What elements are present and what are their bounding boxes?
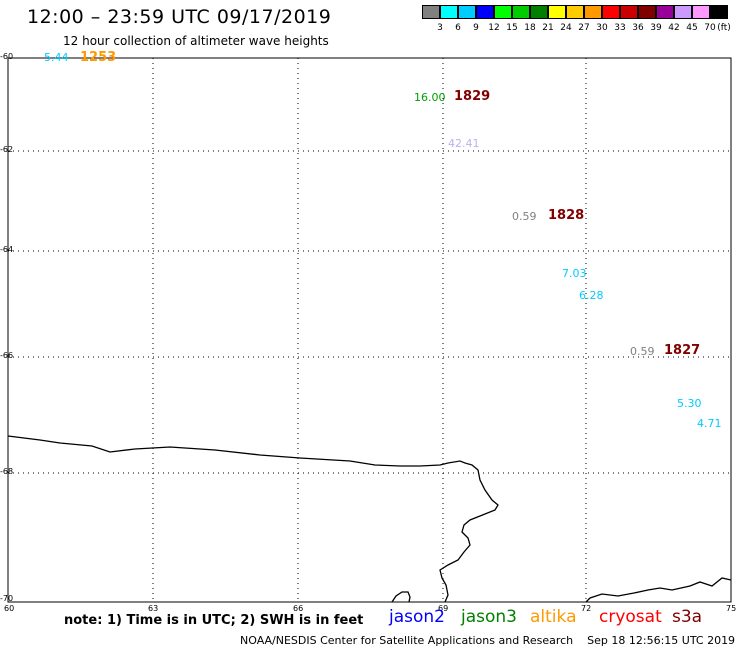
legend-unit-label: (ft) — [717, 23, 731, 33]
satellite-key-s3a: s3a — [672, 607, 703, 627]
legend-swatch — [584, 5, 602, 19]
legend-tick-label: 18 — [524, 23, 536, 33]
lat-label: -66 — [0, 351, 14, 360]
lat-label: -70 — [0, 594, 14, 603]
lon-label: 60 — [4, 604, 15, 613]
swh-value: 5.30 — [677, 397, 702, 410]
legend-swatch — [494, 5, 512, 19]
lon-label: 72 — [581, 604, 592, 613]
swh-value: 16.00 — [414, 91, 446, 104]
legend-tick-label: 42 — [668, 23, 680, 33]
legend-tick-label: 21 — [542, 23, 554, 33]
satellite-key-jason3: jason3 — [461, 607, 517, 627]
legend-swatch — [620, 5, 638, 19]
coastline-bay — [391, 591, 411, 603]
lon-label: 75 — [726, 604, 737, 613]
generation-timestamp: Sep 18 12:56:15 UTC 2019 — [587, 634, 736, 647]
legend-swatch — [548, 5, 566, 19]
legend-tick-label: 9 — [473, 23, 479, 33]
legend-swatch — [422, 5, 440, 19]
lon-label: 69 — [438, 604, 449, 613]
legend-tick-label: 30 — [596, 23, 608, 33]
legend-swatch — [674, 5, 692, 19]
legend-swatch — [530, 5, 548, 19]
legend-tick-label: 70 — [704, 23, 716, 33]
legend-tick-label: 36 — [632, 23, 644, 33]
pass-time: 1828 — [548, 208, 585, 223]
satellite-key-cryosat: cryosat — [599, 607, 662, 627]
legend-swatch — [476, 5, 494, 19]
map-subtitle: 12 hour collection of altimeter wave hei… — [63, 34, 329, 48]
legend-tick-label: 27 — [578, 23, 590, 33]
lat-label: -64 — [0, 245, 14, 254]
legend-swatch — [566, 5, 584, 19]
legend-swatch — [458, 5, 476, 19]
swh-value: 42.41 — [448, 137, 480, 150]
legend-tick-label: 45 — [686, 23, 698, 33]
legend-tick-label: 6 — [455, 23, 461, 33]
legend-tick-label: 3 — [437, 23, 443, 33]
satellite-key-altika: altika — [530, 607, 577, 627]
agency-credit: NOAA/NESDIS Center for Satellite Applica… — [240, 634, 574, 647]
swh-value: 7.03 — [562, 267, 587, 280]
lat-label: -60 — [0, 52, 14, 61]
legend-swatch — [602, 5, 620, 19]
swh-value: 6.28 — [579, 289, 604, 302]
pass-time: 1827 — [664, 343, 701, 358]
lat-label: -68 — [0, 467, 14, 476]
credit-footer: NOAA/NESDIS Center for Satellite Applica… — [240, 634, 735, 647]
legend-tick-label: 15 — [506, 23, 518, 33]
pass-time: 1253 — [80, 50, 117, 65]
coastline-east — [585, 577, 732, 603]
coastline — [7, 435, 499, 603]
legend-swatch — [692, 5, 710, 19]
pass-time: 1829 — [454, 89, 491, 104]
lat-label: -62 — [0, 145, 14, 154]
swh-value: 5.44 — [44, 51, 69, 64]
swh-value: 4.71 — [697, 417, 722, 430]
lon-label: 66 — [293, 604, 304, 613]
satellite-key-jason2: jason2 — [389, 607, 445, 627]
legend-swatch — [710, 5, 728, 19]
swh-value: 0.59 — [512, 210, 537, 223]
legend-swatch — [512, 5, 530, 19]
lon-label: 63 — [148, 604, 159, 613]
legend-swatch — [638, 5, 656, 19]
legend-tick-label: 12 — [488, 23, 500, 33]
legend-tick-label: 24 — [560, 23, 572, 33]
legend-swatch — [440, 5, 458, 19]
swh-value: 0.59 — [630, 345, 655, 358]
map-title: 12:00 – 23:59 UTC 09/17/2019 — [27, 6, 332, 28]
units-note: note: 1) Time is in UTC; 2) SWH is in fe… — [64, 613, 364, 628]
map-frame — [7, 57, 732, 603]
legend-tick-label: 39 — [650, 23, 662, 33]
legend-tick-label: 33 — [614, 23, 626, 33]
graticule — [8, 58, 731, 602]
legend-swatch — [656, 5, 674, 19]
